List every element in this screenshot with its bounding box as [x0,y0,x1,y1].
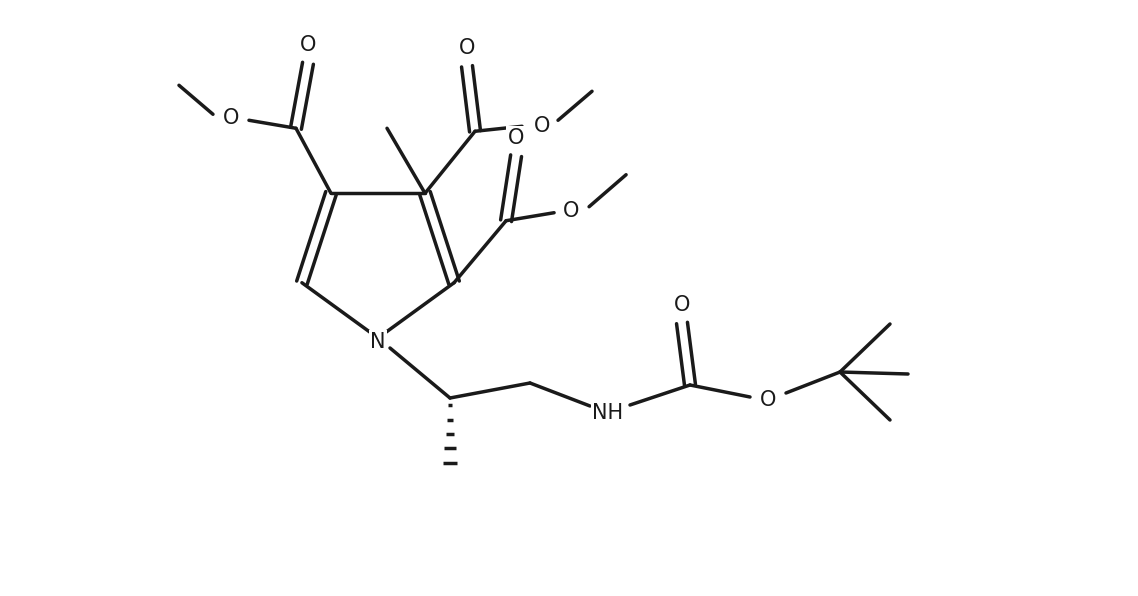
Text: O: O [674,295,690,315]
Text: N: N [370,332,386,352]
Text: O: O [760,390,776,410]
Text: O: O [563,201,579,221]
Text: NH: NH [593,403,624,423]
Text: O: O [534,116,550,136]
Text: O: O [223,108,239,128]
Text: O: O [508,128,525,148]
Text: O: O [299,35,316,55]
Text: O: O [459,38,476,58]
